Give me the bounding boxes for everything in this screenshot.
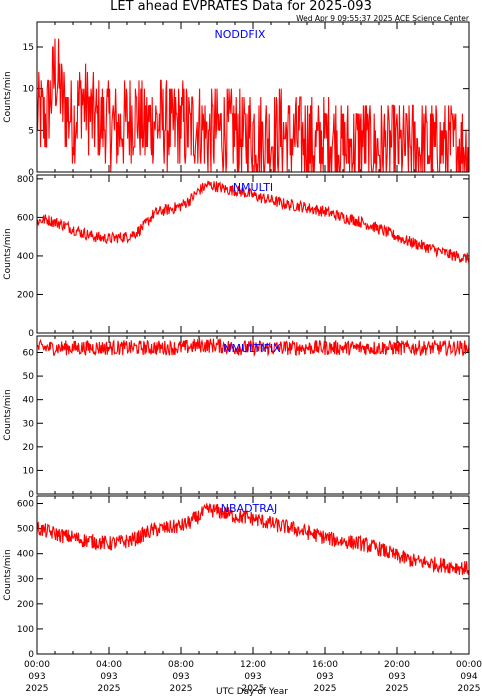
y-tick-label: 30: [23, 419, 35, 429]
x-tick-label: 12:00: [240, 660, 266, 670]
y-tick-label: 100: [17, 625, 34, 635]
x-tick-label: 2025: [314, 684, 337, 694]
x-tick-label: 16:00: [312, 660, 338, 670]
y-tick-label: 200: [17, 290, 34, 300]
series-line: [36, 180, 470, 264]
y-axis-label: Counts/min: [3, 71, 13, 122]
chart-timestamp: Wed Apr 9 09:55:37 2025 ACE Science Cent…: [296, 14, 470, 23]
x-tick-label: 093: [316, 672, 333, 682]
y-tick-label: 40: [23, 396, 35, 406]
x-tick-label: 093: [244, 672, 261, 682]
y-tick-label: 0: [28, 329, 34, 339]
series-line: [36, 38, 470, 173]
y-tick-label: 400: [17, 550, 34, 560]
y-tick-label: 15: [23, 43, 34, 53]
series-line: [36, 338, 470, 358]
y-tick-label: 20: [23, 443, 35, 453]
y-tick-label: 60: [23, 349, 35, 359]
plot-frame: [36, 335, 470, 495]
y-tick-label: 5: [28, 126, 34, 136]
panel-nmultifix: 0 10 20 30 40 50 60 NMULTIFIX Counts/min: [3, 335, 470, 500]
x-tick-label: 00:00: [24, 660, 50, 670]
y-tick-label: 0: [28, 490, 34, 500]
y-tick-label: 800: [17, 175, 34, 185]
x-tick-label: 093: [172, 672, 189, 682]
series-line: [36, 503, 470, 575]
panel-label: NMULTIFIX: [223, 342, 281, 355]
y-tick-label: 10: [23, 85, 35, 95]
y-tick-label: 0: [28, 650, 34, 660]
x-tick-label: 04:00: [96, 660, 122, 670]
x-tick-label: 00:00: [456, 660, 482, 670]
x-tick-label: 08:00: [168, 660, 194, 670]
panel-label: NODDFIX: [215, 28, 266, 41]
y-tick-label: 0: [28, 168, 34, 178]
x-tick-label: 2025: [458, 684, 481, 694]
x-tick-label: 093: [28, 672, 45, 682]
plot-frame: [36, 495, 470, 655]
panel-nbadtraj: 0 100 200 300 400 500 600 NBADTRAJ Counts/min: [3, 495, 470, 660]
x-tick-label: 20:00: [384, 660, 410, 670]
y-tick-label: 600: [17, 213, 34, 223]
y-tick-label: 400: [17, 252, 34, 262]
y-tick-label: 500: [17, 525, 34, 535]
x-tick-label: 094: [460, 672, 477, 682]
x-tick-label: 2025: [98, 684, 121, 694]
y-axis-label: Counts/min: [3, 549, 13, 600]
panel-label: NMULTI: [233, 181, 273, 194]
y-tick-label: 10: [23, 466, 35, 476]
x-tick-label: 2025: [386, 684, 409, 694]
x-axis-label: UTC Day of Year: [216, 687, 288, 697]
x-tick-label: 2025: [26, 684, 49, 694]
x-tick-label: 093: [100, 672, 117, 682]
panel-label: NBADTRAJ: [221, 502, 277, 515]
panels: 051015NODDFIXCounts/min0200400600800NMUL…: [3, 21, 482, 694]
x-tick-label: 2025: [170, 684, 193, 694]
y-tick-label: 50: [23, 372, 35, 382]
panel-nmulti: 0 200 400 600 800 NMULTI Counts/min: [3, 174, 470, 339]
y-tick-label: 600: [17, 500, 34, 510]
x-tick-label: 093: [388, 672, 405, 682]
plot-frame: [36, 21, 470, 173]
y-axis-label: Counts/min: [3, 228, 13, 279]
y-tick-label: 200: [17, 600, 34, 610]
x-tick-label: 2025: [242, 684, 265, 694]
y-tick-label: 300: [17, 575, 34, 585]
y-axis-label: Counts/min: [3, 389, 13, 440]
chart-title: LET ahead EVPRATES Data for 2025-093: [110, 0, 372, 14]
panel-noddfix: 0 5 10 15 NODDFIX Counts/min: [3, 21, 470, 178]
plot-frame: [36, 174, 470, 334]
